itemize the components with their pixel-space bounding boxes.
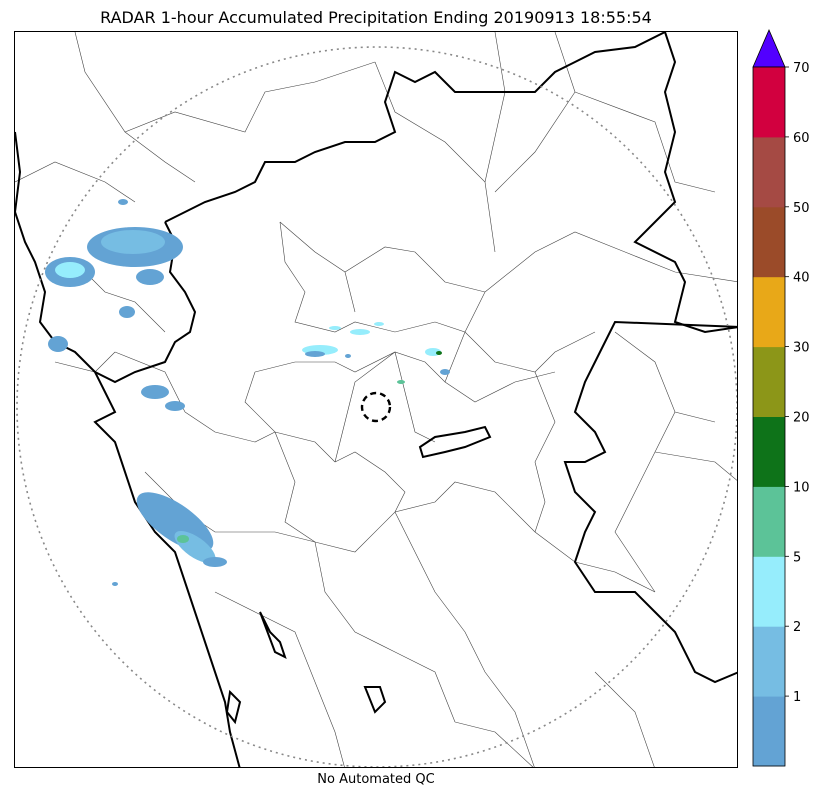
colorbar-segment: [753, 206, 785, 278]
echo-cell: [350, 329, 370, 335]
colorbar-tick-label: 60: [793, 131, 810, 146]
echo-cell: [136, 269, 164, 285]
echo-cell: [48, 336, 68, 352]
colorbar-tick-label: 10: [793, 480, 810, 495]
colorbar: 1 2 5 10 20 30 40 50 60 70: [752, 28, 810, 767]
echo-cell: [177, 535, 189, 543]
echo-cell: [55, 262, 85, 278]
state-boundaries: [15, 32, 737, 767]
colorbar-segment: [753, 556, 785, 627]
radar-map: [14, 31, 738, 768]
echo-cell: [141, 385, 169, 399]
colorbar-tick-label: 50: [793, 201, 810, 216]
district-boundaries: [15, 32, 737, 767]
echo-cell: [119, 306, 135, 318]
colorbar-tick-label: 5: [793, 550, 801, 565]
colorbar-segment: [753, 346, 785, 417]
qc-note: No Automated QC: [317, 772, 435, 787]
echo-cell: [436, 351, 442, 355]
colorbar-segment: [753, 626, 785, 697]
echo-cell: [329, 326, 341, 330]
colorbar-segment: [753, 696, 785, 767]
colorbar-tick-label: 2: [793, 620, 801, 635]
echo-cell: [118, 199, 128, 205]
colorbar-segment: [753, 276, 785, 348]
echo-cell: [345, 354, 351, 358]
colorbar-tick-label: 30: [793, 341, 810, 356]
map-canvas: [15, 32, 737, 767]
colorbar-tick-label: 40: [793, 271, 810, 286]
precipitation-echoes: [45, 199, 450, 586]
echo-cell: [374, 322, 384, 326]
colorbar-segment: [753, 486, 785, 557]
colorbar-tick-label: 70: [793, 61, 810, 76]
figure-title: RADAR 1-hour Accumulated Precipitation E…: [100, 8, 652, 27]
echo-cell: [397, 380, 405, 384]
echo-cell: [440, 369, 450, 375]
colorbar-segment: [753, 67, 785, 138]
echo-cell: [305, 351, 325, 357]
colorbar-overflow-arrow: [752, 28, 786, 68]
echo-cell: [165, 401, 185, 411]
echo-cell: [112, 582, 118, 586]
radar-range-ring: [16, 46, 737, 767]
colorbar-tick-label: 1: [793, 690, 801, 705]
colorbar-segment: [753, 416, 785, 487]
echo-cell: [101, 230, 165, 254]
colorbar-segment: [753, 136, 785, 208]
radar-site-marker: [360, 391, 392, 423]
echo-cell: [203, 557, 227, 567]
colorbar-tick-label: 20: [793, 411, 810, 426]
